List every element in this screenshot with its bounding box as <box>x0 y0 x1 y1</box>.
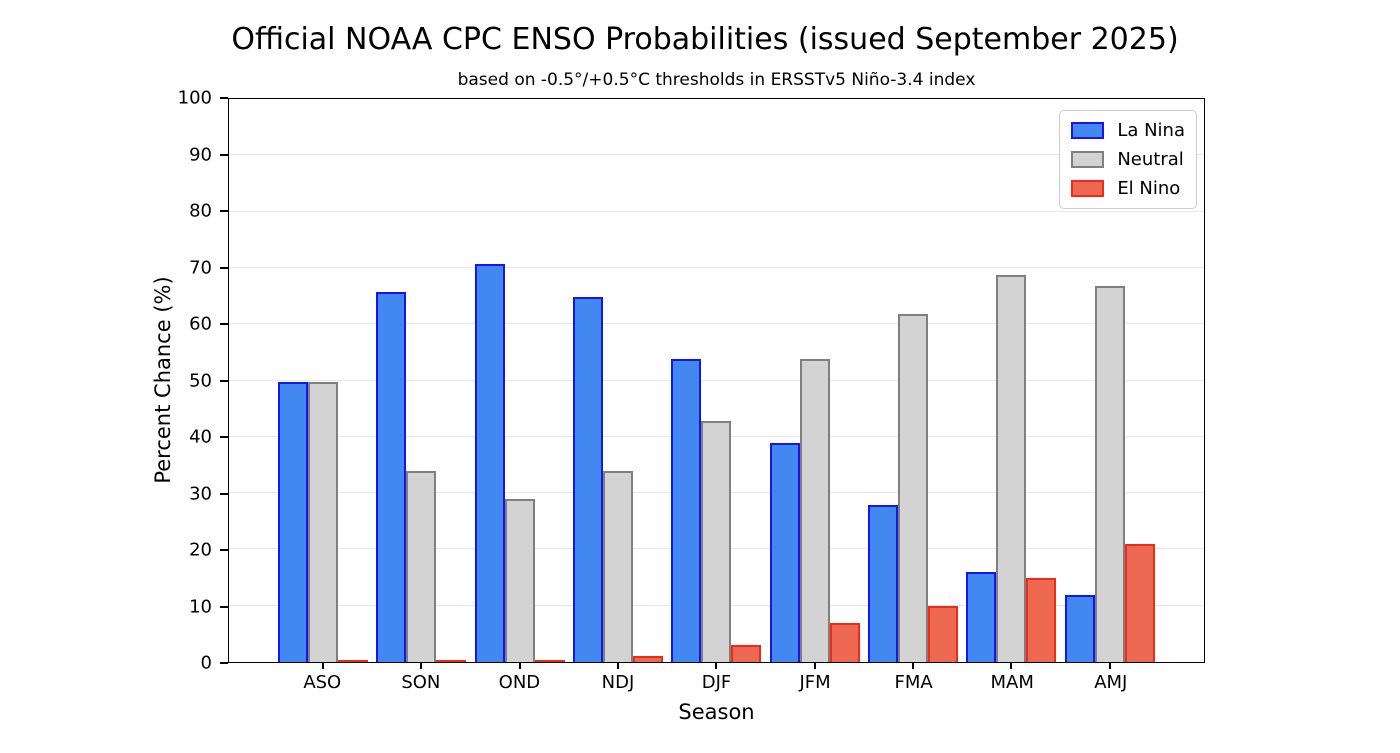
bar-neutral-djf <box>701 420 732 662</box>
x-tick-ndj <box>617 663 620 669</box>
y-tick-label-60: 60 <box>189 313 212 335</box>
legend-swatch-neutral <box>1071 151 1105 168</box>
plot-area <box>228 98 1205 669</box>
x-tick-djf <box>715 663 718 669</box>
bar-group-ond <box>471 99 569 669</box>
legend: La Nina Neutral El Nino <box>1059 110 1197 209</box>
x-axis-labels: ASO SON OND NDJ DJF JFM FMA MAM AMJ <box>228 672 1205 693</box>
y-tick-mark-20 <box>220 549 228 551</box>
bar-group-jfm <box>766 99 864 669</box>
y-tick-label-50: 50 <box>189 370 212 391</box>
y-tick-label-10: 10 <box>189 596 212 617</box>
y-tick-mark-80 <box>220 210 228 212</box>
bar-la-nina-son <box>376 291 407 662</box>
y-tick-mark-10 <box>220 605 228 608</box>
y-tick-label-100: 100 <box>177 87 212 109</box>
y-tick-label-90: 90 <box>189 144 212 165</box>
legend-label-neutral: Neutral <box>1117 149 1184 170</box>
y-tick-label-20: 20 <box>189 539 212 561</box>
legend-row-la-nina: La Nina <box>1071 120 1185 141</box>
x-tick-jfm <box>813 663 816 669</box>
bar-el-nino-mam <box>1026 577 1057 662</box>
bar-el-nino-ndj <box>633 656 664 662</box>
y-tick-label-30: 30 <box>189 483 212 504</box>
y-tick-mark-60 <box>220 323 228 325</box>
bar-group-mam <box>962 99 1060 669</box>
bar-la-nina-ond <box>474 263 505 662</box>
bar-el-nino-djf <box>731 645 762 662</box>
y-tick-mark-50 <box>220 379 228 382</box>
y-tick-label-0: 0 <box>200 652 212 674</box>
bar-neutral-fma <box>898 314 929 662</box>
x-axis-title: Season <box>678 700 755 724</box>
bar-el-nino-amj <box>1124 544 1155 662</box>
gridline-60 <box>229 323 1204 325</box>
gridline-70 <box>229 266 1204 268</box>
bar-el-nino-son <box>436 659 467 662</box>
x-tick-amj <box>1108 663 1111 669</box>
bar-la-nina-ndj <box>573 297 604 662</box>
bar-la-nina-aso <box>278 381 309 662</box>
x-tick-son <box>420 663 423 669</box>
y-tick-label-40: 40 <box>189 426 212 448</box>
bar-el-nino-aso <box>338 659 369 662</box>
x-label-mam: MAM <box>990 672 1034 693</box>
bar-el-nino-jfm <box>829 622 860 662</box>
legend-swatch-la-nina <box>1071 122 1105 139</box>
gridline-90 <box>229 154 1204 156</box>
x-label-fma: FMA <box>894 672 933 693</box>
legend-label-el-nino: El Nino <box>1117 178 1181 199</box>
y-tick-label-80: 80 <box>189 200 212 222</box>
bar-group-aso <box>274 99 372 669</box>
bar-la-nina-jfm <box>769 443 800 662</box>
y-tick-label-70: 70 <box>189 257 212 278</box>
bar-neutral-amj <box>1094 286 1125 662</box>
bar-group-son <box>372 99 470 669</box>
bar-group-amj <box>1061 99 1159 669</box>
bar-neutral-jfm <box>799 359 830 662</box>
y-tick-mark-40 <box>220 436 228 438</box>
x-label-amj: AMJ <box>1094 672 1128 693</box>
x-label-jfm: JFM <box>799 672 831 693</box>
y-tick-mark-100 <box>220 97 228 99</box>
bar-group-djf <box>667 99 765 669</box>
x-tick-ond <box>518 663 521 669</box>
bar-neutral-aso <box>308 381 339 662</box>
bar-group-ndj <box>569 99 667 669</box>
x-label-son: SON <box>401 672 441 693</box>
legend-row-neutral: Neutral <box>1071 149 1185 170</box>
bar-la-nina-amj <box>1064 594 1095 662</box>
bar-el-nino-ond <box>534 659 565 662</box>
bar-la-nina-mam <box>966 572 997 662</box>
chart-subtitle: based on -0.5°/+0.5°C thresholds in ERSS… <box>457 70 976 90</box>
bars-layer <box>229 99 1204 669</box>
bar-el-nino-fma <box>928 605 959 662</box>
bar-neutral-son <box>406 471 437 662</box>
legend-label-la-nina: La Nina <box>1117 120 1185 141</box>
bar-neutral-mam <box>996 274 1027 662</box>
bar-group-fma <box>864 99 962 669</box>
x-tick-fma <box>912 663 915 669</box>
y-axis: 0 10 20 30 40 50 60 70 80 90 100 <box>0 88 228 674</box>
x-label-aso: ASO <box>303 672 342 693</box>
y-tick-mark-0 <box>220 662 228 664</box>
x-label-djf: DJF <box>701 672 732 693</box>
legend-row-el-nino: El Nino <box>1071 178 1185 199</box>
bar-la-nina-fma <box>868 504 899 662</box>
chart-title: Official NOAA CPC ENSO Probabilities (is… <box>231 22 1179 57</box>
y-tick-mark-90 <box>220 153 228 156</box>
x-tick-aso <box>322 663 325 669</box>
x-label-ndj: NDJ <box>601 672 635 693</box>
y-tick-mark-70 <box>220 266 228 269</box>
x-label-ond: OND <box>498 672 541 693</box>
gridline-50 <box>229 379 1204 381</box>
bar-neutral-ond <box>504 499 535 662</box>
bar-la-nina-djf <box>671 359 702 662</box>
gridline-80 <box>229 210 1204 212</box>
y-tick-mark-30 <box>220 492 228 495</box>
legend-swatch-el-nino <box>1071 180 1105 197</box>
x-tick-mam <box>1010 663 1013 669</box>
bar-neutral-ndj <box>603 471 634 662</box>
